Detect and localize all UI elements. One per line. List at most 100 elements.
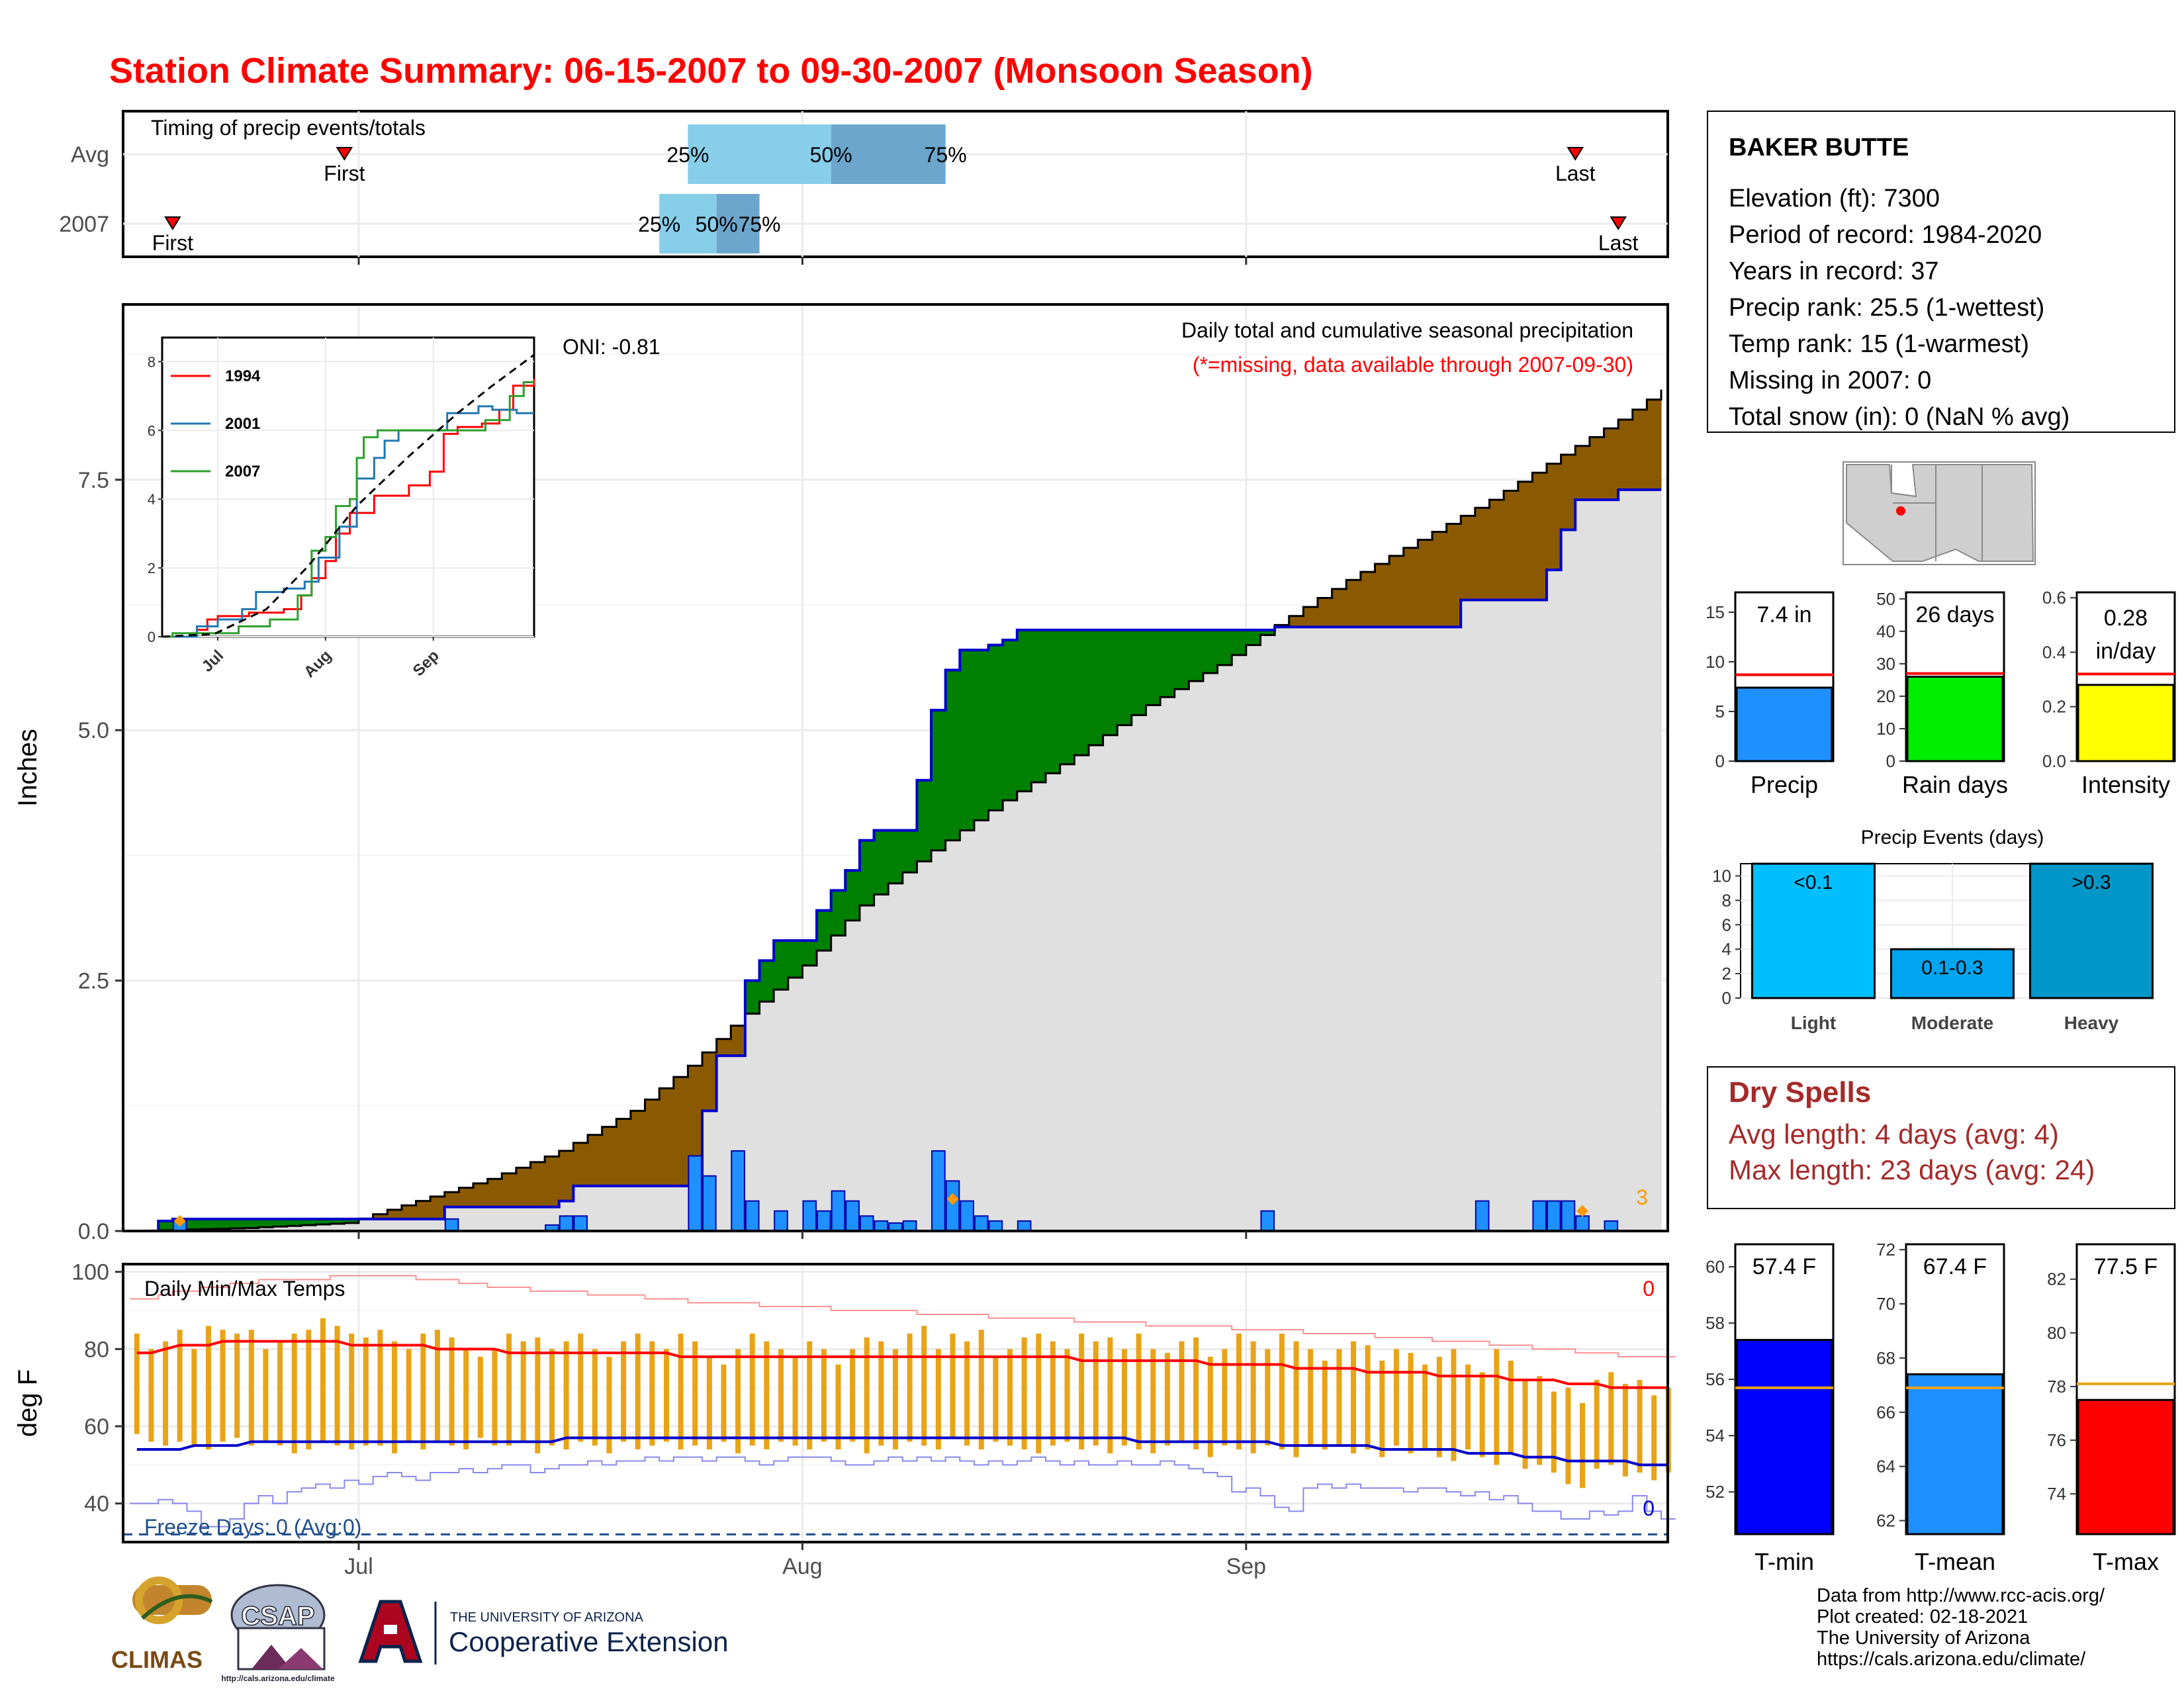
daily-temp-range-bar [950,1334,956,1438]
events-tick-label: 8 [1722,890,1731,910]
daily-temp-range-bar [449,1337,455,1446]
timing-quartile-50-75 [716,194,760,253]
summary-bar-value-label: 7.4 in [1756,602,1811,627]
inset-ytick-label: 8 [148,353,156,370]
temp-ylabel: deg F [13,1369,42,1437]
dry-spells-box: Dry Spells Avg length: 4 days (avg: 4) M… [1707,1066,2175,1209]
daily-temp-range-bar [692,1341,698,1446]
timing-first-marker [336,147,353,161]
footer-credit-line: Data from http://www.rcc-acis.org/ [1817,1585,2105,1606]
inset-series-2001 [162,405,534,638]
daily-precip-bar [731,1150,745,1232]
daily-temp-range-bar [463,1349,469,1449]
station-info-line: Total snow (in): 0 (NaN % avg) [1729,403,2070,431]
summary-bar-tick-label: 40 [1876,621,1895,641]
freeze-days: Freeze Days: 0 (Avg:0) [144,1515,361,1539]
missing-data-marker [1576,1205,1589,1217]
daily-temp-range-bar [1594,1380,1600,1469]
corner-count: 3 [1636,1185,1648,1209]
record-min-line [130,1456,1676,1528]
daily-temp-range-bar [177,1330,183,1442]
temp-summary-tick-label: 68 [1876,1348,1895,1368]
events-tick-label: 2 [1722,964,1731,983]
daily-precip-bar [1260,1210,1275,1232]
daily-temp-range-bar [1537,1376,1543,1465]
daily-temp-range-bar [1465,1364,1471,1449]
daily-temp-range-bar [1393,1349,1399,1446]
daily-temp-range-bar [921,1326,927,1446]
daily-precip-bar [974,1215,989,1232]
events-bar-label: <0.1 [1794,872,1833,893]
temp-summary-tick-label: 78 [2047,1377,2066,1396]
precip-ytick-label: 0.0 [78,1219,109,1244]
events-tick-label: 0 [1722,988,1731,1008]
temp-summary-tick-label: 58 [1706,1313,1725,1333]
daily-precip-bar [945,1180,960,1232]
average-max-temp-line [136,1340,1668,1389]
climas-logo: CLIMAS [111,1577,213,1673]
timing-quartile-25-50 [688,124,831,184]
dry-spells-max: Max length: 23 days (avg: 24) [1729,1154,2095,1185]
summary-bar-rain-days: 26 days 0 10 20 30 40 50 Rain days [1876,589,2008,798]
daily-temp-range-bar [1436,1357,1442,1457]
daily-temp-range-bar [592,1349,598,1446]
station-info-line: Missing in 2007: 0 [1729,367,1931,394]
daily-temp-range-bar [635,1334,641,1449]
daily-temp-range-bar [964,1341,970,1446]
temp-summary-tick-label: 66 [1876,1402,1895,1422]
daily-temp-range-bar [1207,1357,1213,1457]
summary-bar-value [1906,676,2004,762]
observed-cumulative-line [130,488,1661,1232]
daily-precip-bar [1475,1200,1490,1232]
daily-temp-range-bar [835,1364,841,1449]
daily-precip-bar [1532,1200,1547,1232]
daily-precip-bar [774,1210,788,1232]
daily-precip-bar [745,1200,760,1232]
dry-spells-title: Dry Spells [1729,1076,1871,1109]
ua-logo: THE UNIVERSITY OF ARIZONA Cooperative Ex… [358,1600,729,1665]
temp-summary-category-label: T-max [2093,1548,2159,1575]
summary-bar-category-label: Intensity [2081,771,2170,798]
daily-precip-bar [845,1200,860,1232]
summary-bar-value [1735,686,1833,762]
events-bar-moderate [1890,948,2015,999]
daily-temp-range-bar [406,1349,412,1442]
daily-temp-range-bar [878,1341,884,1446]
daily-temp-range-bar [1164,1353,1170,1446]
summary-bar-value [2077,684,2175,762]
daily-temp-range-bar [1050,1341,1056,1446]
timing-quartile-50-75 [831,124,946,184]
daily-temp-range-bar [1250,1341,1256,1453]
daily-temp-range-bar [1651,1395,1657,1481]
missing-data-marker [946,1193,959,1205]
csap-url: http://cals.arizona.edu/climate [221,1674,335,1683]
timing-q25-label: 25% [666,143,709,167]
events-bar-label: >0.3 [2071,872,2111,893]
summary-bar-tick-label: 0 [1886,751,1895,771]
station-info-line: Period of record: 1984-2020 [1729,221,2042,249]
station-info-line: Precip rank: 25.5 (1-wettest) [1729,294,2044,322]
oni-value: ONI: -0.81 [563,335,660,359]
inset-series-2007 [162,381,534,638]
inset-ytick-label: 4 [148,491,156,508]
daily-temp-range-bar [205,1326,211,1449]
daily-temp-range-bar [993,1357,999,1442]
daily-temp-range-bar [434,1330,440,1442]
temp-ytick-label: 60 [84,1414,109,1440]
temp-summary-tick-label: 64 [1876,1457,1895,1477]
daily-temp-range-bar [1293,1341,1299,1457]
daily-temp-range-bar [978,1330,984,1449]
timing-q75-label: 75% [739,212,781,236]
record-max-line [130,1275,1676,1357]
station-info-line: Temp rank: 15 (1-warmest) [1729,330,2029,358]
inset-series-1994 [162,379,535,638]
timing-last-label: Last [1555,161,1596,185]
temp-summary-bar [1735,1339,1833,1535]
timing-row-label: 2007 [59,212,109,237]
daily-temp-range-bar [1551,1391,1557,1473]
temp-summary-bar [1906,1373,2004,1535]
temp-panel-title: Daily Min/Max Temps [144,1277,345,1301]
record-max-count: 0 [1643,1277,1655,1301]
timing-q75-label: 75% [925,143,967,167]
